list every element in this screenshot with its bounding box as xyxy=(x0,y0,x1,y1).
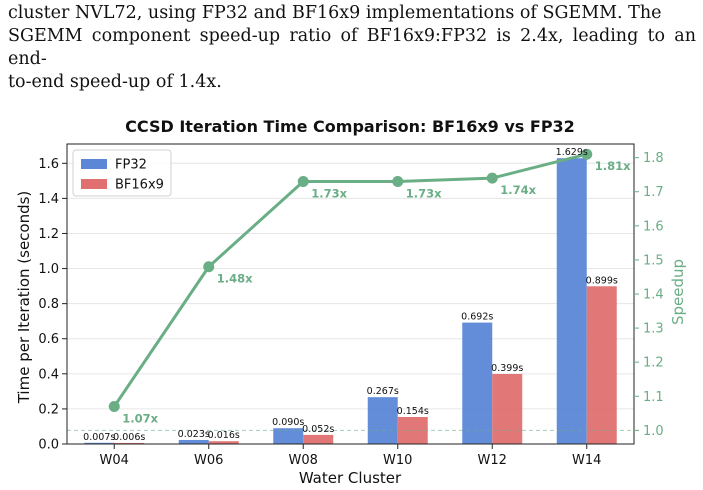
bar-value-label: 1.629s xyxy=(556,147,588,158)
grid-lines xyxy=(67,162,634,445)
speedup-point-w04 xyxy=(108,401,120,412)
bar-bf16x9-w12 xyxy=(492,374,523,444)
x-tick-label: W14 xyxy=(572,453,601,468)
bar-value-label: 0.023s xyxy=(178,429,210,440)
paper-paragraph: cluster NVL72, using FP32 and BF16x9 imp… xyxy=(8,2,696,94)
speedup-label: 1.07x xyxy=(122,412,158,426)
ccsd-chart: CCSD Iteration Time Comparison: BF16x9 v… xyxy=(15,117,687,487)
legend-label-fp32: FP32 xyxy=(115,158,147,173)
bar-fp32-w12 xyxy=(462,322,493,444)
bar-fp32-w06 xyxy=(178,439,209,444)
x-tick-label: W06 xyxy=(194,453,223,468)
speedup-label: 1.81x xyxy=(595,159,631,173)
y-tick-label: 0.8 xyxy=(38,297,59,312)
bar-bf16x9-w06 xyxy=(208,441,239,444)
y2-tick-label: 1.7 xyxy=(643,185,664,200)
data-labels: 0.007s 0.023s 0.090s 0.267s 0.692s 1.629s 0.00… xyxy=(83,147,631,443)
y2-tick-label: 1.8 xyxy=(643,151,664,166)
speedup-point-w06 xyxy=(203,261,215,273)
paragraph-line-1: cluster NVL72, using FP32 and BF16x9 imp… xyxy=(8,3,662,23)
y2-tick-label: 1.0 xyxy=(643,424,664,439)
y-tick-label: 0.4 xyxy=(38,367,59,382)
speedup-point-w10 xyxy=(392,176,404,187)
bar-value-label: 0.007s xyxy=(83,432,115,443)
speedup-axis-label: Speedup xyxy=(669,259,687,325)
speedup-line xyxy=(108,148,593,412)
y2-tick-label: 1.2 xyxy=(643,356,664,371)
speedup-polyline xyxy=(113,152,588,408)
speedup-label: 1.73x xyxy=(311,187,347,201)
bar-value-label: 0.052s xyxy=(302,424,334,435)
y-tick-label: 0.2 xyxy=(38,402,59,417)
bar-value-label: 0.154s xyxy=(397,406,429,417)
y-axis-label: Time per Iteration (seconds) xyxy=(15,191,33,405)
bar-value-label: 0.016s xyxy=(208,430,240,441)
bar-value-label: 0.006s xyxy=(113,432,145,443)
speedup-label: 1.48x xyxy=(217,272,253,286)
bar-fp32-w14 xyxy=(556,158,587,445)
legend-swatch-fp32 xyxy=(81,159,107,169)
y-tick-label: 1.4 xyxy=(38,192,59,207)
speedup-point-w12 xyxy=(486,172,498,184)
y-tick-label: 1.0 xyxy=(38,262,59,277)
y-tick-label: 0.0 xyxy=(38,438,59,453)
bar-value-label: 0.399s xyxy=(491,363,523,374)
legend-swatch-bf16x9 xyxy=(81,179,107,189)
x-tick-label: W08 xyxy=(289,453,318,468)
speedup-label: 1.74x xyxy=(500,183,536,197)
legend: FP32 BF16x9 xyxy=(72,149,172,197)
bar-value-label: 0.090s xyxy=(272,417,304,428)
bar-group xyxy=(84,158,617,445)
paragraph-line-2: SGEMM component speed-up ratio of BF16x9… xyxy=(8,26,696,69)
y2-tick-label: 1.3 xyxy=(643,322,664,337)
paragraph-line-3: to-end speed-up of 1.4x. xyxy=(8,72,222,92)
y2-tick-label: 1.4 xyxy=(643,288,664,303)
y2-tick-label: 1.5 xyxy=(643,253,664,268)
chart-title: CCSD Iteration Time Comparison: BF16x9 v… xyxy=(125,117,575,136)
bar-value-label: 0.899s xyxy=(586,275,618,286)
legend-label-bf16x9: BF16x9 xyxy=(115,178,164,193)
bar-bf16x9-w14 xyxy=(586,286,617,444)
bar-bf16x9-w08 xyxy=(303,434,334,444)
speedup-point-w14 xyxy=(581,148,593,160)
x-axis-label: Water Cluster xyxy=(299,469,402,487)
x-tick-label: W12 xyxy=(478,453,507,468)
y-tick-label: 1.2 xyxy=(38,227,59,242)
speedup-label: 1.73x xyxy=(406,187,442,201)
bar-fp32-w10 xyxy=(367,397,398,444)
x-tick-label: W10 xyxy=(383,453,412,468)
x-tick-label: W04 xyxy=(100,453,129,468)
y-tick-label: 1.6 xyxy=(38,157,59,172)
y-tick-label: 0.6 xyxy=(38,332,59,347)
bar-bf16x9-w04 xyxy=(114,442,145,444)
bar-fp32-w04 xyxy=(84,442,115,444)
axes: 0.0 0.2 0.4 0.6 0.8 1.0 1.2 1.4 1.6 1.0 1.1 1.2 1.3 1… xyxy=(38,143,664,468)
bar-value-label: 0.692s xyxy=(461,312,493,323)
y2-tick-label: 1.1 xyxy=(643,390,664,405)
bar-fp32-w08 xyxy=(273,428,304,444)
bar-value-label: 0.267s xyxy=(367,386,399,397)
speedup-point-w08 xyxy=(297,176,309,187)
y2-tick-label: 1.6 xyxy=(643,219,664,234)
